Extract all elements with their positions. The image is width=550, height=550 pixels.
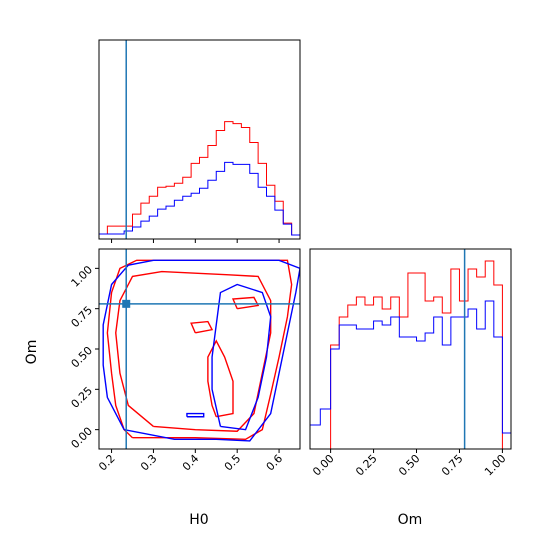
truth-marker	[122, 299, 131, 308]
contour-red-3	[190, 320, 214, 334]
y-tick-label-om: 0.75	[69, 304, 96, 331]
om-histogram-panel: 0.00 0.25 0.50 0.75 1.00	[309, 248, 512, 479]
contour-blue-5	[102, 259, 300, 442]
y-tick-label-om: 0.50	[69, 344, 96, 371]
x-tick-label-om: 0.50	[396, 452, 423, 479]
y-tick-label-om: 0.00	[69, 425, 96, 452]
om-histogram-blue	[310, 300, 511, 434]
contour-lines	[102, 259, 300, 442]
h0-histogram-blue	[99, 161, 300, 236]
x-tick-label-om: 1.00	[482, 452, 509, 479]
x-tick-label-h0: 0.4	[180, 452, 202, 474]
x-axis-label-om: Om	[398, 512, 423, 528]
h0-histogram-red	[99, 121, 300, 236]
x-tick-label-h0: 0.6	[264, 452, 286, 474]
contour-red-1	[115, 270, 272, 432]
contour-red-4	[231, 296, 260, 310]
h0-histogram-frame	[98, 39, 301, 240]
y-tick-label-om: 1.00	[69, 263, 96, 290]
y-axis-label-om: Om	[24, 340, 40, 365]
om-histogram-frame	[309, 248, 512, 450]
contour-frame	[98, 248, 301, 450]
x-tick-label-om: 0.25	[353, 452, 380, 479]
x-axis-label-h0: H0	[189, 512, 208, 528]
x-tick-label-h0: 0.2	[96, 452, 118, 474]
contour-blue-7	[186, 412, 205, 418]
contour-blue-6	[211, 283, 272, 431]
x-tick-label-om: 0.00	[310, 452, 337, 479]
h0-om-contour-panel: 0.2 0.3 0.4 0.5 0.6 0.00 0.25 0.50 0.75 1.00	[69, 248, 301, 474]
om-histogram-red	[310, 260, 511, 449]
x-tick-label-h0: 0.5	[222, 452, 244, 474]
h0-histogram-panel	[98, 39, 301, 243]
contour-red-2	[207, 339, 234, 418]
x-tick-label-om: 0.75	[439, 452, 466, 479]
om-histogram-lines	[310, 260, 511, 449]
y-tick-label-om: 0.25	[69, 384, 96, 411]
x-tick-label-h0: 0.3	[138, 452, 160, 474]
